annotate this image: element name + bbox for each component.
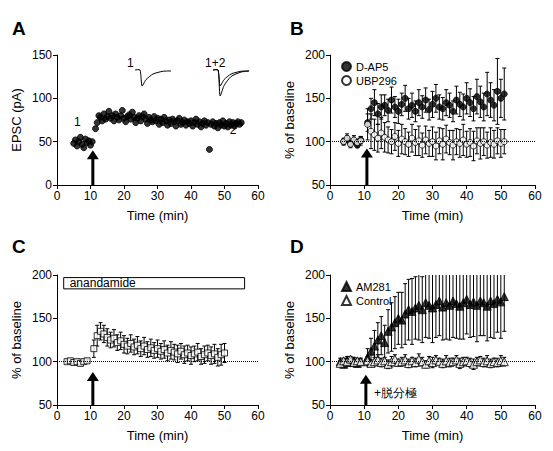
svg-text:anandamide: anandamide	[70, 276, 136, 290]
svg-text:C: C	[12, 236, 26, 257]
svg-text:D-AP5: D-AP5	[356, 61, 388, 73]
svg-text:0: 0	[54, 189, 61, 203]
svg-text:100: 100	[305, 355, 325, 369]
svg-text:20: 20	[117, 409, 131, 423]
svg-text:30: 30	[151, 409, 165, 423]
svg-text:0: 0	[327, 409, 334, 423]
svg-text:% of baseline: % of baseline	[9, 301, 24, 379]
svg-text:30: 30	[426, 409, 440, 423]
svg-text:50: 50	[218, 409, 232, 423]
svg-text:40: 40	[460, 189, 474, 203]
svg-text:200: 200	[305, 48, 325, 62]
svg-text:10: 10	[84, 189, 98, 203]
svg-text:% of baseline: % of baseline	[282, 301, 297, 379]
svg-text:AM281: AM281	[356, 281, 391, 293]
svg-text:0: 0	[327, 189, 334, 203]
svg-text:200: 200	[305, 268, 325, 282]
svg-text:50: 50	[494, 409, 508, 423]
svg-text:150: 150	[305, 91, 325, 105]
svg-text:2: 2	[229, 123, 237, 137]
svg-text:40: 40	[184, 409, 198, 423]
svg-text:30: 30	[426, 189, 440, 203]
svg-text:Time (min): Time (min)	[127, 428, 189, 443]
svg-text:Time (min): Time (min)	[402, 208, 464, 223]
svg-text:20: 20	[392, 409, 406, 423]
svg-text:D: D	[290, 236, 304, 257]
svg-text:150: 150	[305, 311, 325, 325]
svg-text:200: 200	[32, 268, 52, 282]
svg-text:60: 60	[251, 189, 265, 203]
svg-text:40: 40	[184, 189, 198, 203]
svg-text:10: 10	[84, 409, 98, 423]
svg-text:50: 50	[218, 189, 232, 203]
svg-text:1: 1	[74, 115, 81, 129]
svg-text:50: 50	[494, 189, 508, 203]
svg-text:Control: Control	[356, 295, 391, 307]
svg-text:% of baseline: % of baseline	[282, 81, 297, 159]
svg-text:20: 20	[117, 189, 131, 203]
svg-text:10: 10	[357, 189, 371, 203]
svg-text:60: 60	[528, 409, 542, 423]
svg-text:100: 100	[32, 91, 52, 105]
svg-text:50: 50	[312, 178, 326, 192]
svg-text:40: 40	[460, 409, 474, 423]
svg-text:60: 60	[251, 409, 265, 423]
svg-text:50: 50	[39, 135, 53, 149]
svg-text:A: A	[12, 18, 26, 39]
svg-text:1: 1	[127, 56, 134, 70]
svg-text:1+2: 1+2	[205, 56, 226, 70]
svg-text:20: 20	[392, 189, 406, 203]
svg-text:Time (min): Time (min)	[402, 428, 464, 443]
svg-text:60: 60	[528, 189, 542, 203]
svg-text:150: 150	[32, 311, 52, 325]
svg-text:50: 50	[39, 398, 53, 412]
svg-text:EPSC (pA): EPSC (pA)	[9, 88, 24, 152]
svg-text:10: 10	[357, 409, 371, 423]
svg-text:UBP296: UBP296	[356, 75, 397, 87]
svg-text:100: 100	[305, 135, 325, 149]
svg-text:30: 30	[151, 189, 165, 203]
svg-text:+脱分極: +脱分極	[374, 386, 417, 400]
svg-text:0: 0	[45, 178, 52, 192]
svg-text:100: 100	[32, 355, 52, 369]
svg-text:50: 50	[312, 398, 326, 412]
svg-text:0: 0	[54, 409, 61, 423]
svg-text:B: B	[290, 18, 304, 39]
svg-text:Time (min): Time (min)	[127, 208, 189, 223]
svg-text:150: 150	[32, 48, 52, 62]
